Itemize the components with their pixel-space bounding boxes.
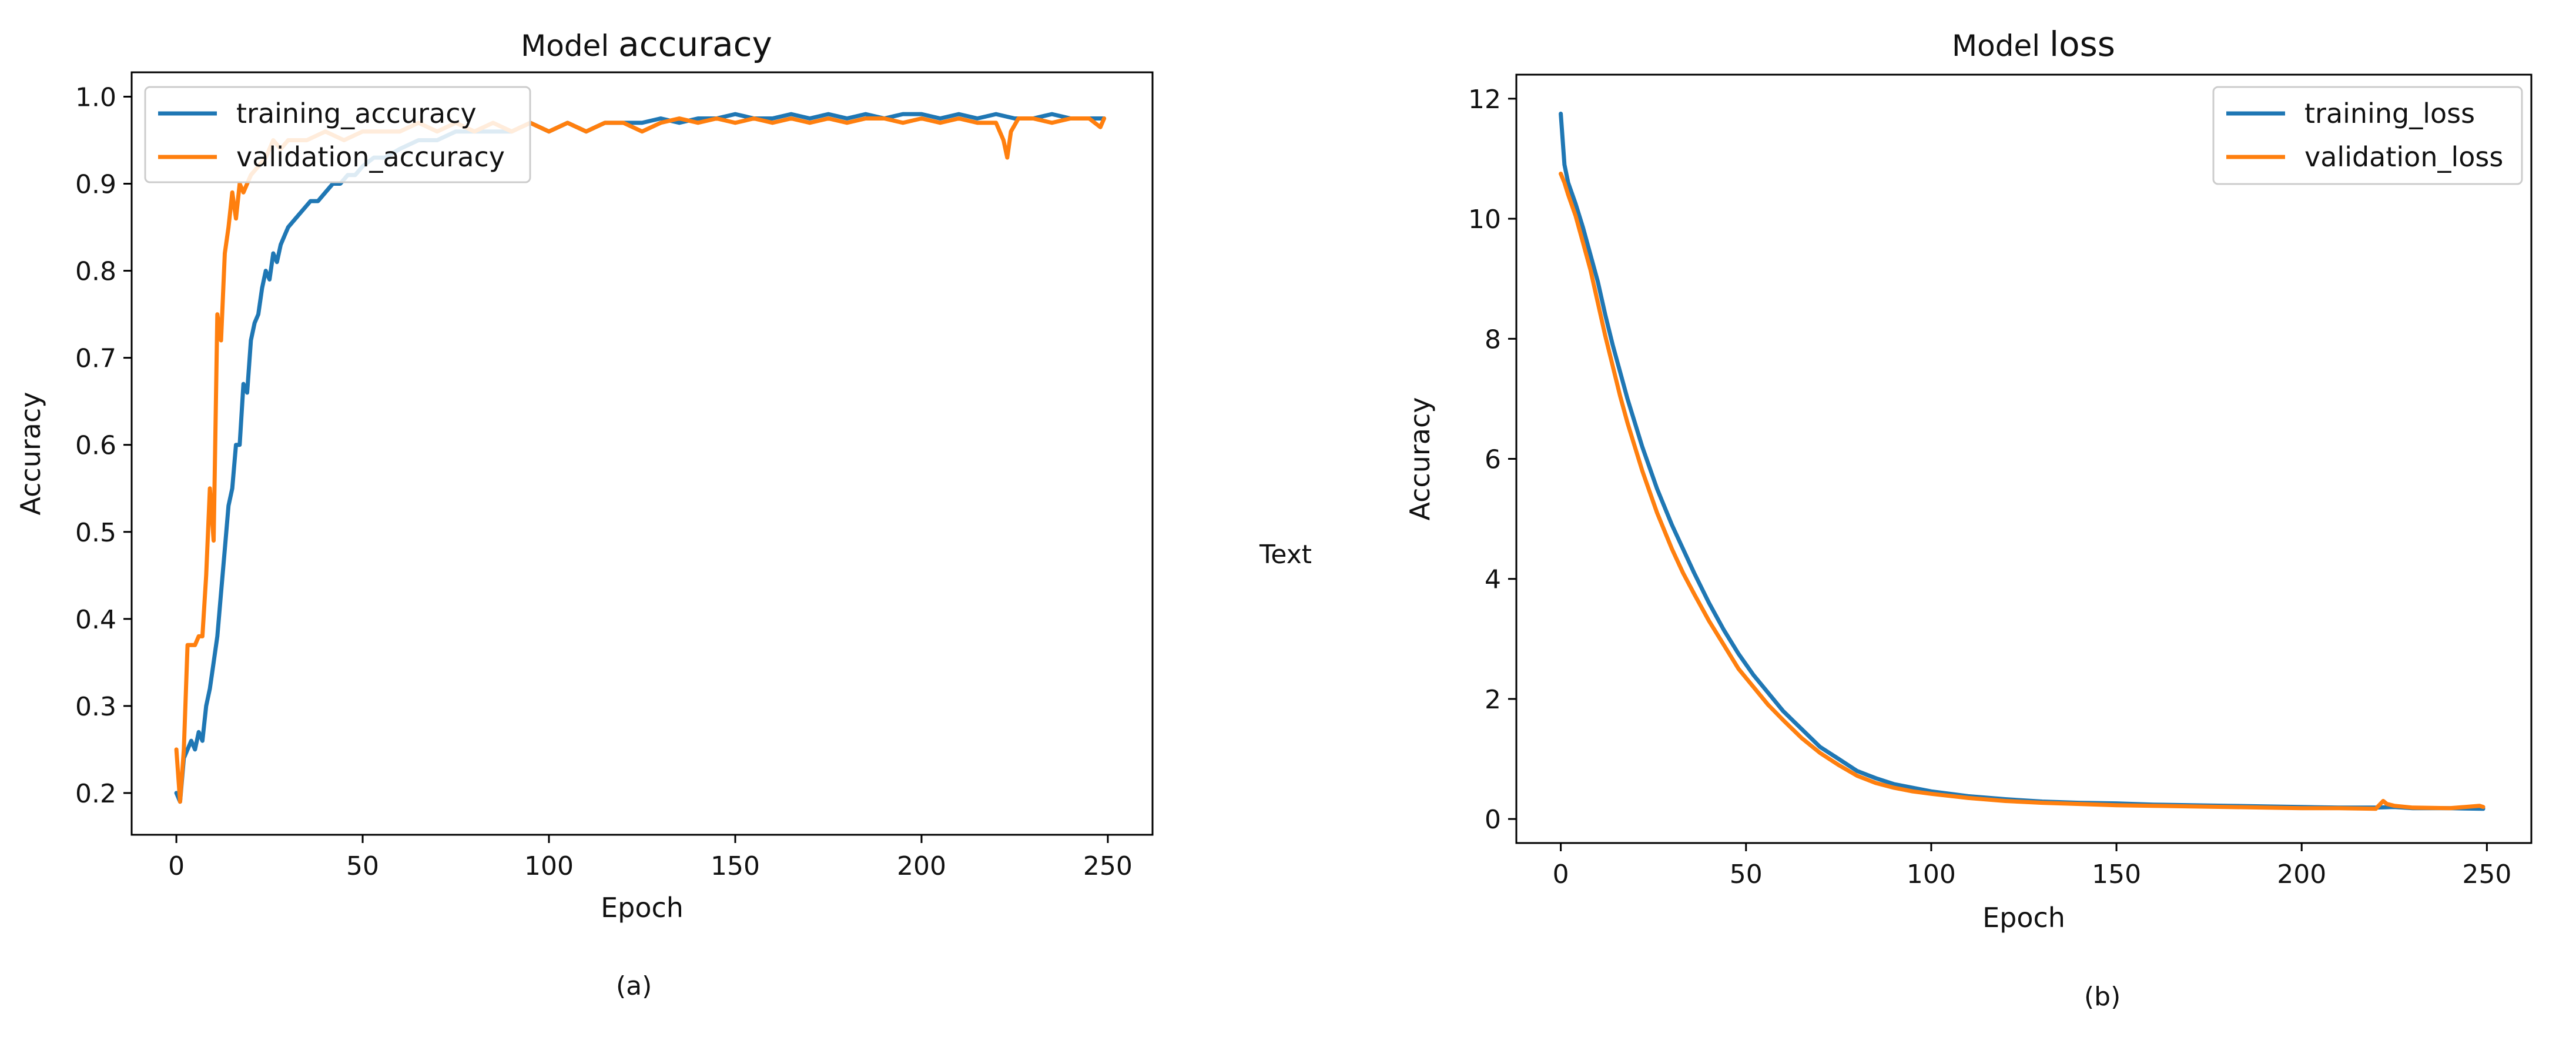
y-tick-label: 0.2 — [75, 779, 116, 809]
legend-label: training_accuracy — [236, 98, 477, 129]
legend-box — [144, 86, 531, 183]
y-tick-label: 0.8 — [75, 257, 116, 287]
y-tick-label: 0 — [1485, 805, 1501, 835]
x-tick-label: 100 — [1907, 859, 1956, 889]
x-tick-label: 150 — [2092, 859, 2141, 889]
caption-b: (b) — [2084, 982, 2121, 1012]
chart-title-main: accuracy — [618, 24, 772, 64]
x-tick-label: 200 — [2277, 859, 2326, 889]
y-tick-label: 0.3 — [75, 692, 116, 722]
y-tick-label: 1.0 — [75, 82, 116, 112]
chart-title: Model loss — [1952, 24, 2115, 64]
y-tick-label: 0.6 — [75, 431, 116, 461]
y-tick-label: 10 — [1468, 205, 1501, 235]
series-line-training_accuracy — [174, 112, 1107, 804]
caption-a: (a) — [616, 971, 652, 1001]
x-tick-label: 50 — [346, 851, 379, 881]
x-axis-label: Epoch — [1982, 902, 2065, 934]
series-line-validation_accuracy — [174, 116, 1107, 804]
x-tick-label: 50 — [1730, 859, 1763, 889]
x-tick-label: 200 — [897, 851, 946, 881]
legend-label: validation_loss — [2304, 141, 2503, 173]
y-tick-label: 2 — [1485, 685, 1501, 715]
y-tick-label: 6 — [1485, 445, 1501, 475]
y-tick-label: 0.9 — [75, 170, 116, 200]
y-tick-label: 0.4 — [75, 605, 116, 635]
middle-text: Text — [1259, 540, 1312, 570]
loss-chart: 0 50 100 150 200 250 0 2 4 6 8 10 12 Epoch Accuracy Mod… — [1404, 24, 2533, 934]
series-line-training_loss — [1559, 111, 2485, 811]
x-tick-label: 150 — [711, 851, 760, 881]
series-line-validation_loss — [1559, 172, 2485, 811]
chart-title-main: loss — [2049, 24, 2115, 64]
y-tick-label: 0.5 — [75, 518, 116, 548]
x-tick-label: 250 — [2462, 859, 2511, 889]
axes-frame — [1515, 73, 2533, 844]
chart-title: Model accuracy — [521, 24, 772, 64]
legend-label: validation_accuracy — [236, 141, 505, 173]
y-tick-label: 12 — [1468, 85, 1501, 115]
y-tick-label: 8 — [1485, 325, 1501, 354]
x-tick-label: 100 — [524, 851, 574, 881]
x-tick-label: 0 — [1553, 859, 1569, 889]
accuracy-chart: 0 50 100 150 200 250 0.2 0.3 0.4 0.5 0.6 0.7 0.8 0.9 1… — [15, 24, 1154, 924]
chart-title-prefix: Model — [1952, 29, 2049, 63]
legend-label: training_loss — [2304, 98, 2475, 129]
y-tick-label: 0.7 — [75, 344, 116, 374]
x-tick-label: 250 — [1083, 851, 1133, 881]
y-axis-label: Accuracy — [15, 392, 46, 515]
x-tick-label: 0 — [168, 851, 185, 881]
y-tick-label: 4 — [1485, 565, 1501, 595]
chart-title-prefix: Model — [521, 29, 618, 63]
axes-frame — [130, 71, 1154, 836]
legend-box — [2212, 86, 2523, 185]
y-axis-label: Accuracy — [1404, 397, 1436, 520]
x-axis-label: Epoch — [601, 892, 684, 924]
